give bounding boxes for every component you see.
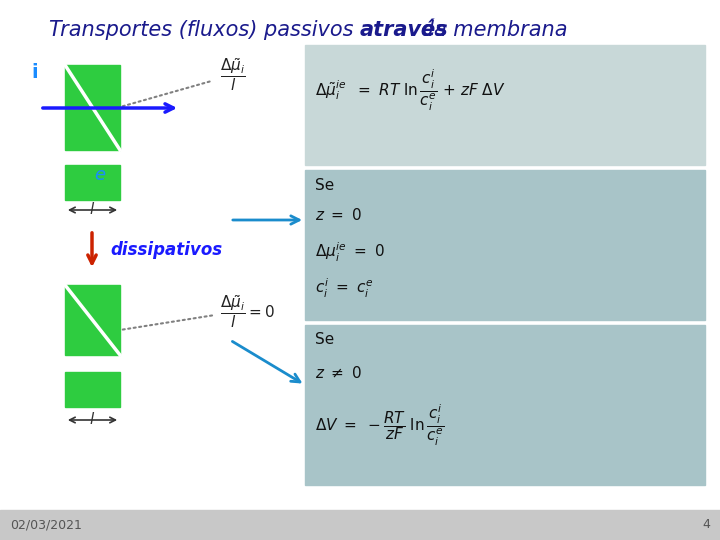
Text: 02/03/2021: 02/03/2021 (10, 518, 82, 531)
Bar (65, 165, 120, 200)
Text: da membrana: da membrana (414, 19, 567, 40)
Text: i: i (32, 63, 38, 82)
Text: e: e (94, 166, 106, 184)
Bar (65, 372, 120, 407)
Bar (65, 285, 120, 355)
Bar (305, 170, 705, 320)
Text: l: l (90, 202, 94, 218)
Text: 4: 4 (702, 518, 710, 531)
Bar (305, 325, 705, 485)
Text: l: l (90, 413, 94, 428)
Text: $c_i^i\ =\ c_i^e$: $c_i^i\ =\ c_i^e$ (315, 276, 374, 300)
Text: dissipativos: dissipativos (110, 241, 222, 259)
Text: Se: Se (315, 333, 334, 348)
Text: através: através (360, 19, 449, 40)
Text: Se: Se (315, 178, 334, 192)
Text: $\Delta\mu_i^{ie}\ =\ 0$: $\Delta\mu_i^{ie}\ =\ 0$ (315, 240, 385, 264)
Text: $z\ \neq\ 0$: $z\ \neq\ 0$ (315, 365, 362, 381)
Text: $\dfrac{\Delta\tilde{\mu}_i}{l}$: $\dfrac{\Delta\tilde{\mu}_i}{l}$ (220, 57, 246, 93)
Bar (305, 45, 705, 165)
Text: $\dfrac{\Delta\tilde{\mu}_i}{l}=0$: $\dfrac{\Delta\tilde{\mu}_i}{l}=0$ (220, 294, 275, 330)
Text: $\Delta\tilde{\mu}_i^{ie}$  $=$ $RT$ $\ln\dfrac{c_i^i}{c_i^e}$ $+$ $zF$ $\Delta : $\Delta\tilde{\mu}_i^{ie}$ $=$ $RT$ $\ln… (315, 68, 505, 112)
Bar (0, 510, 720, 540)
Bar (65, 65, 120, 150)
Text: $\Delta V\ =\ -\dfrac{RT}{zF}\ \ln\dfrac{c_i^i}{c_i^e}$: $\Delta V\ =\ -\dfrac{RT}{zF}\ \ln\dfrac… (315, 402, 444, 448)
Text: $z\ =\ 0$: $z\ =\ 0$ (315, 207, 362, 223)
Text: Transportes (fluxos) passivos: Transportes (fluxos) passivos (49, 19, 360, 40)
